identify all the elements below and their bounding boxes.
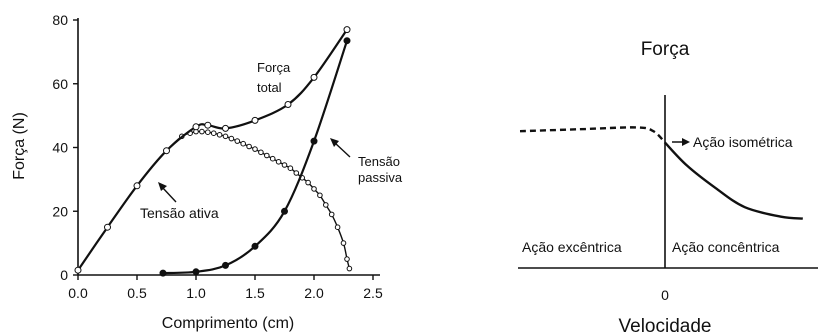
length-tension-chart: 0.0 0.5 1.0 1.5 2.0 2.5 0 20 40 60 80 Tensão ativ… — [11, 12, 403, 332]
left-y-tick-label: 80 — [52, 12, 68, 28]
total-force-point — [284, 101, 292, 108]
passive-tension-series — [159, 37, 351, 277]
left-axes — [77, 18, 380, 276]
total-force-label: Força — [257, 60, 291, 75]
passive-tension-label: passiva — [358, 170, 403, 185]
passive-tension-point — [192, 268, 200, 276]
active-tension-point — [293, 170, 300, 176]
total-force-point — [343, 26, 351, 34]
active-tension-point — [346, 265, 353, 272]
left-y-tick-label: 0 — [60, 267, 68, 283]
left-x-tick-label: 2.0 — [304, 285, 324, 301]
isometric-label: Ação isométrica — [693, 134, 793, 150]
active-tension-point — [258, 149, 264, 156]
right-x-axis-title: Velocidade — [619, 316, 712, 336]
active-tension-point — [340, 240, 347, 246]
active-tension-point — [199, 128, 205, 135]
total-force-point — [251, 116, 259, 124]
left-y-ticks: 0 20 40 60 80 — [52, 12, 78, 283]
left-y-axis-title: Força (N) — [11, 112, 28, 180]
passive-tension-point — [343, 37, 351, 45]
total-force-point — [310, 73, 318, 81]
passive-tension-label: Tensão — [358, 154, 400, 169]
active-tension-point — [269, 155, 276, 162]
total-force-point — [133, 182, 141, 190]
left-y-tick-label: 20 — [52, 203, 68, 219]
active-tension-point — [287, 165, 294, 171]
concentric-solid-curve — [664, 141, 803, 220]
left-x-tick-label: 0.0 — [68, 285, 88, 301]
active-tension-point — [210, 130, 217, 136]
eccentric-dashed-curve — [519, 126, 666, 144]
total-force-point — [163, 147, 170, 155]
passive-tension-point — [159, 269, 167, 277]
left-x-tick-label: 0.5 — [127, 285, 147, 301]
passive-tension-arrow-head — [330, 138, 339, 147]
active-tension-point — [222, 133, 229, 140]
active-tension-point — [344, 256, 350, 262]
active-tension-label: Tensão ativa — [140, 205, 219, 221]
active-tension-point — [264, 152, 270, 159]
left-x-tick-label: 1.0 — [186, 285, 206, 301]
total-force-label: total — [257, 80, 282, 95]
active-tension-point — [317, 192, 323, 199]
active-tension-point — [281, 162, 288, 168]
left-x-tick-label: 2.5 — [363, 285, 383, 301]
passive-tension-line — [162, 40, 349, 275]
total-force-point — [204, 121, 212, 129]
active-tension-point — [240, 140, 246, 147]
eccentric-label: Ação excêntrica — [522, 239, 622, 255]
active-tension-line — [77, 130, 351, 271]
passive-tension-point — [281, 207, 288, 215]
active-tension-point — [246, 143, 252, 150]
left-y-tick-label: 40 — [52, 140, 68, 156]
active-tension-point — [328, 211, 335, 218]
active-tension-point — [228, 135, 235, 142]
active-tension-point — [205, 129, 211, 135]
active-tension-arrow-head — [158, 182, 167, 191]
left-x-ticks: 0.0 0.5 1.0 1.5 2.0 2.5 — [68, 275, 383, 301]
total-force-line — [77, 28, 348, 271]
left-x-tick-label: 1.5 — [245, 285, 265, 301]
passive-tension-arrow — [334, 142, 351, 158]
active-tension-point — [334, 224, 341, 230]
active-tension-point — [252, 146, 258, 152]
active-tension-point — [305, 179, 311, 186]
total-force-point — [222, 124, 229, 132]
passive-tension-point — [222, 261, 229, 269]
total-force-point — [104, 223, 111, 231]
left-series-group — [74, 26, 353, 277]
force-velocity-diagram: Força Ação isométrica Ação excêntrica Aç… — [518, 39, 818, 336]
passive-tension-point — [310, 137, 318, 145]
left-y-tick-label: 60 — [52, 76, 68, 92]
total-force-point — [74, 266, 82, 274]
left-x-axis-title: Comprimento (cm) — [162, 315, 294, 332]
total-force-series — [74, 26, 351, 274]
right-title: Força — [641, 39, 690, 60]
concentric-label: Ação concêntrica — [672, 239, 780, 255]
passive-tension-point — [251, 242, 259, 250]
active-tension-point — [216, 132, 223, 138]
active-tension-arrow — [161, 186, 177, 203]
active-tension-point — [311, 186, 317, 192]
right-x-tick-zero: 0 — [661, 287, 669, 303]
active-tension-point — [234, 138, 241, 144]
active-tension-point — [275, 159, 282, 165]
isometric-arrow-head — [682, 138, 690, 146]
active-tension-point — [323, 202, 329, 208]
total-force-point — [192, 123, 200, 131]
